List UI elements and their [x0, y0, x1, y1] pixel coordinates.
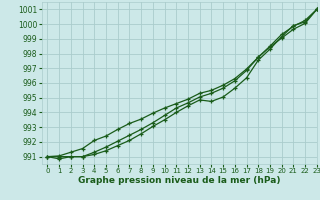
X-axis label: Graphe pression niveau de la mer (hPa): Graphe pression niveau de la mer (hPa)	[78, 176, 280, 185]
